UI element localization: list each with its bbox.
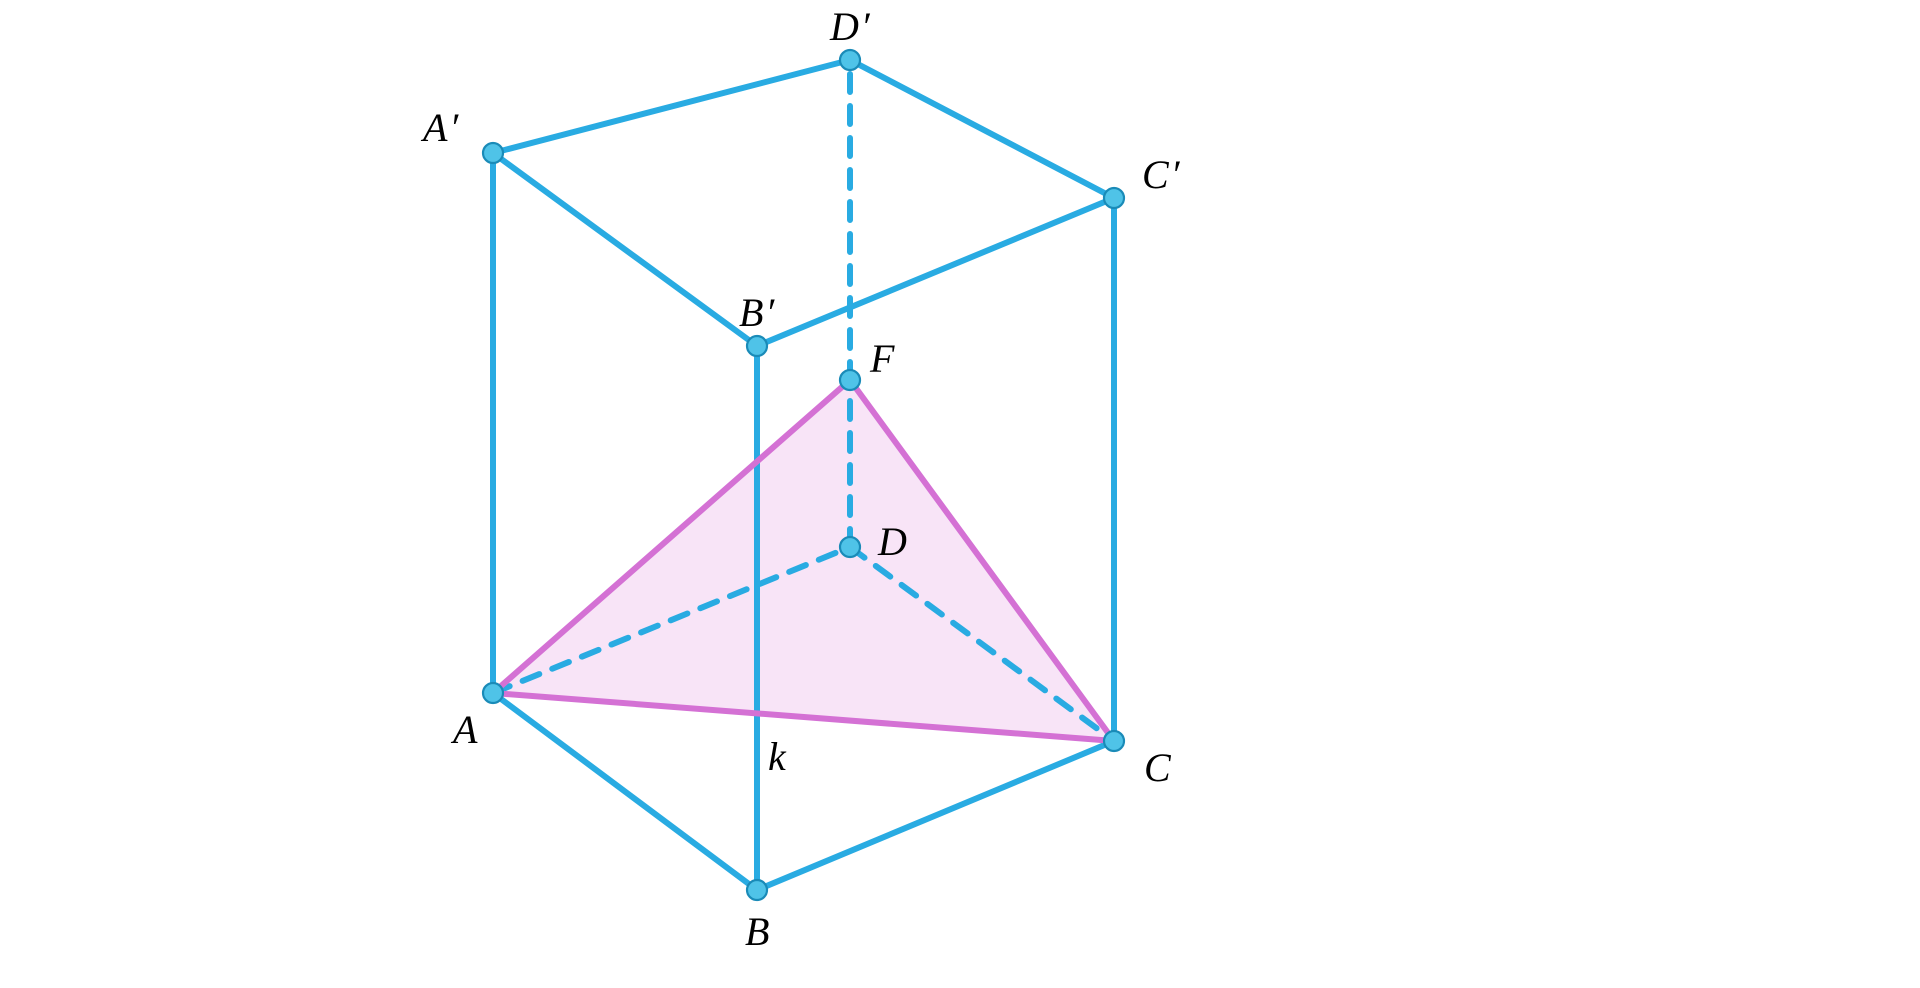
label-A: A [450,707,478,752]
vertex-Cprime [1104,188,1124,208]
cube-cross-section-diagram: A B C D A′ B′ C′ D′ Fk [0,0,1920,988]
cross-section-fill [493,380,1114,741]
cube-edge-solid [757,198,1114,346]
label-C: C [1144,745,1172,790]
vertex-Dprime [840,50,860,70]
cube-edge-solid [493,60,850,153]
vertex-B [747,880,767,900]
vertex-Bprime [747,336,767,356]
cube-edge-solid [493,693,757,890]
cube-edge-solid [850,60,1114,198]
vertex-D [840,537,860,557]
label-B: B [745,909,769,954]
vertex-C [1104,731,1124,751]
label-Dprime: D′ [829,4,871,49]
label-Cprime: C′ [1142,152,1181,197]
vertex-Aprime [483,143,503,163]
label-F: F [869,336,895,381]
edge-label: k [768,734,787,779]
vertex-A [483,683,503,703]
cube-edge-solid [493,153,757,346]
label-Aprime: A′ [420,105,459,150]
label-D: D [877,519,907,564]
vertex-F [840,370,860,390]
cube-edge-solid [757,741,1114,890]
label-Bprime: B′ [739,290,775,335]
